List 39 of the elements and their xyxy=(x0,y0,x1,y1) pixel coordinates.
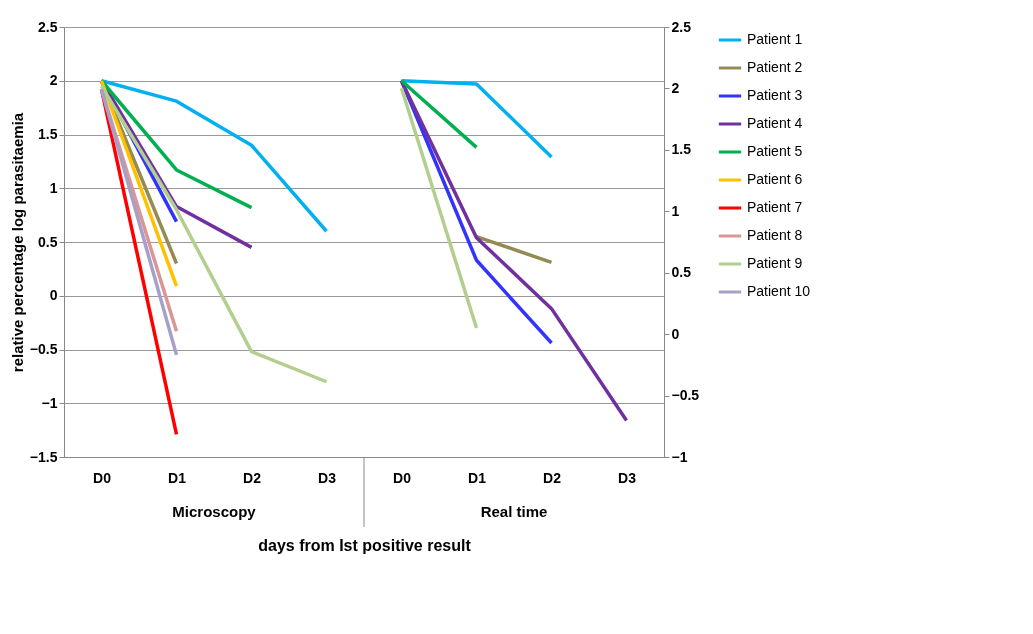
y2-tick-label: 1 xyxy=(671,202,680,219)
x-tick-label: D1 xyxy=(468,469,487,486)
y2-tick-label: 0 xyxy=(671,325,680,342)
y-tick-label: −1.5 xyxy=(29,448,58,465)
legend-label: Patient 5 xyxy=(747,143,803,159)
x-tick-label: D0 xyxy=(393,469,412,486)
y-tick-label: 1.5 xyxy=(38,126,58,142)
legend-label: Patient 7 xyxy=(747,199,803,215)
x-tick-label: D2 xyxy=(543,469,562,486)
legend-label: Patient 4 xyxy=(747,115,803,131)
x-tick-label: D2 xyxy=(243,469,262,486)
y2-tick-label: −0.5 xyxy=(671,387,700,404)
y2-tick-label: 0.5 xyxy=(671,264,692,281)
y2-tick-label: −1 xyxy=(671,448,688,465)
y2-tick-label: 2.5 xyxy=(671,18,692,35)
text: Real time xyxy=(480,503,548,520)
y-tick-label: −1 xyxy=(41,394,58,411)
y-tick-label: 0 xyxy=(49,287,58,304)
y-tick-label: 1 xyxy=(49,179,58,196)
legend-label: Patient 1 xyxy=(747,31,803,47)
y2-tick-label: 2 xyxy=(671,79,680,96)
y-tick-label: −0.5 xyxy=(29,341,58,357)
x-axis-title: days from Ist positive result xyxy=(258,536,472,554)
legend-label: Patient 2 xyxy=(747,59,803,75)
legend-label: Patient 10 xyxy=(747,283,811,299)
x-tick-label: D0 xyxy=(93,469,112,486)
legend-label: Patient 8 xyxy=(747,227,803,243)
x-tick-label: D1 xyxy=(168,469,187,486)
legend-label: Patient 9 xyxy=(747,255,803,271)
y2-tick-label: 1.5 xyxy=(671,141,692,158)
legend-label: Patient 6 xyxy=(747,171,803,187)
y-tick-label: 2 xyxy=(49,72,58,89)
x-tick-label: D3 xyxy=(618,469,637,486)
text: Microscopy xyxy=(172,503,257,520)
y-tick-label: 2.5 xyxy=(38,18,58,35)
y-axis-title: relative percentage log parasitaemia xyxy=(8,112,26,373)
y-tick-label: 0.5 xyxy=(38,233,58,250)
x-tick-label: D3 xyxy=(318,469,337,486)
legend-label: Patient 3 xyxy=(747,87,803,103)
